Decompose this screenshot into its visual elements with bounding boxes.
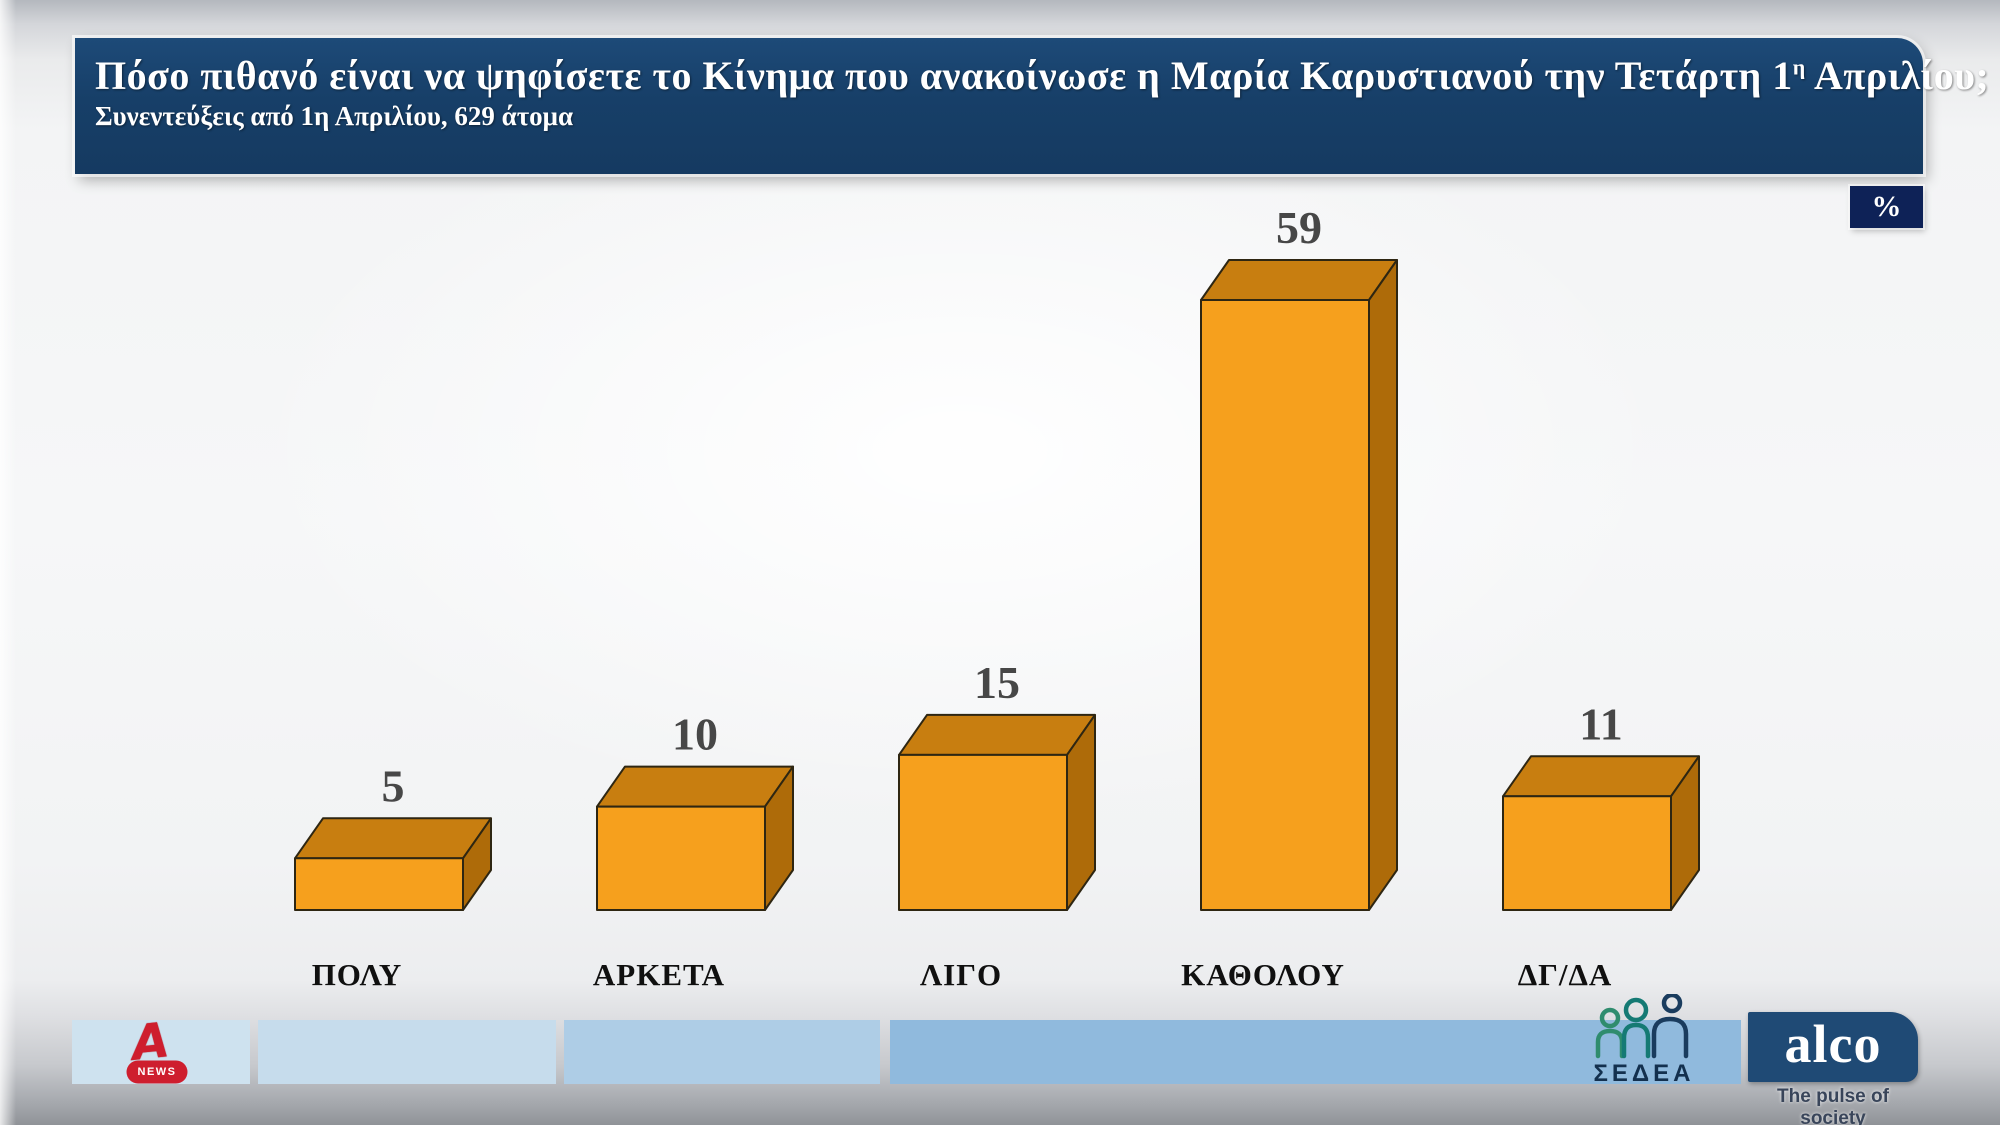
- bar-category-label: ΛΙΓΟ: [920, 957, 1002, 992]
- bar-group-2: 10 ΑΡΚΕΤΑ: [593, 709, 794, 992]
- alpha-news-badge: NEWS: [128, 1062, 186, 1082]
- sedea-logo: ΣΕΔΕΑ: [1586, 992, 1702, 1090]
- bar-value-label: 11: [1579, 698, 1622, 749]
- survey-subtitle: Συνεντεύξεις από 1η Απριλίου, 629 άτομα: [95, 101, 574, 131]
- bar-top-face: [596, 765, 794, 808]
- footer-block-2: [258, 1020, 556, 1084]
- alco-logo-text: alco: [1784, 1014, 1882, 1074]
- footer-block-3: [564, 1020, 880, 1084]
- alco-tagline: The pulse of society: [1777, 1086, 1889, 1125]
- percent-unit-badge: %: [1850, 186, 1923, 228]
- alpha-news-logo: Α NEWS: [126, 1012, 190, 1084]
- bar-side-face: [1368, 259, 1398, 911]
- bar-group-1: 5 ΠΟΛΥ: [294, 760, 492, 992]
- bar-front-face: [898, 753, 1068, 911]
- bar-group-4: 59 ΚΑΘΟΛΟΥ: [1181, 202, 1398, 992]
- bar-front-face: [294, 857, 464, 911]
- bar-value-label: 5: [382, 760, 405, 811]
- bar-top-face: [294, 817, 492, 860]
- question-banner: Πόσο πιθανό είναι να ψηφίσετε το Κίνημα …: [75, 38, 1989, 174]
- question-title-text: Πόσο πιθανό είναι να ψηφίσετε το Κίνημα …: [95, 53, 1793, 98]
- bar-value-label: 10: [672, 709, 718, 760]
- bar-top-face: [898, 713, 1096, 756]
- sedea-people-icon: [1595, 992, 1689, 1059]
- bar-front-face: [1502, 795, 1672, 911]
- bar-group-5: 11 ΔΓ/ΔΑ: [1502, 698, 1700, 992]
- question-title-superscript: η: [1792, 54, 1806, 80]
- bar-front-face: [596, 805, 766, 911]
- bar-value-label: 59: [1276, 202, 1322, 253]
- bar-category-label: ΠΟΛΥ: [312, 957, 403, 992]
- bar-top-face: [1502, 755, 1700, 798]
- question-title: Πόσο πιθανό είναι να ψηφίσετε το Κίνημα …: [95, 52, 1989, 99]
- bar-category-label: ΚΑΘΟΛΟΥ: [1181, 957, 1345, 992]
- bar-category-label: ΑΡΚΕΤΑ: [593, 957, 725, 992]
- bar-front-face: [1200, 299, 1370, 911]
- bar-group-3: 15 ΛΙΓΟ: [898, 657, 1096, 992]
- sedea-label: ΣΕΔΕΑ: [1593, 1060, 1695, 1087]
- bar-value-label: 15: [974, 657, 1020, 708]
- bar-category-label: ΔΓ/ΔΑ: [1518, 957, 1613, 992]
- bar-top-face: [1200, 259, 1398, 301]
- question-title-tail: Απριλίου;: [1805, 53, 1990, 98]
- alco-logo: alco: [1748, 1012, 1918, 1082]
